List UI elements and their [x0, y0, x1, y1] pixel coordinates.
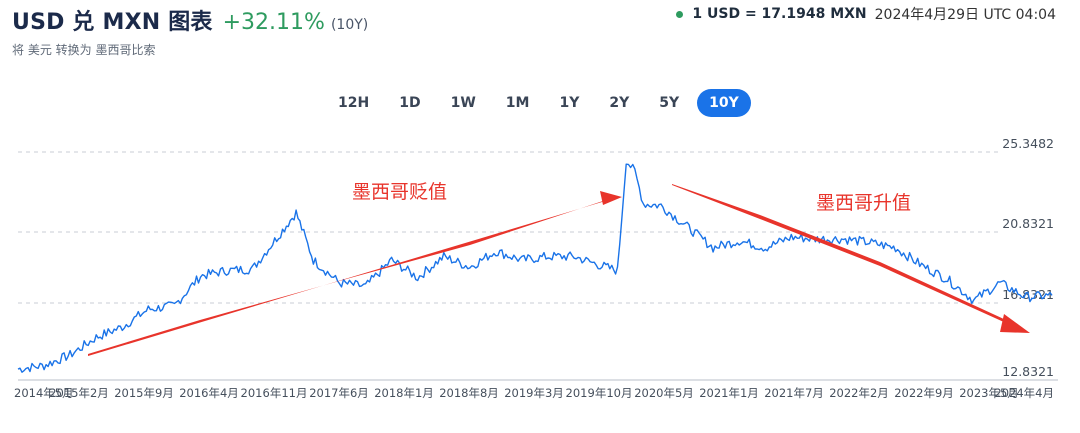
x-tick-label: 2014年5月 [14, 386, 74, 400]
x-tick-label: 2023年5月 [959, 386, 1019, 400]
x-tick-label: 2016年11月 [241, 386, 308, 400]
period-label: (10Y) [330, 17, 369, 33]
live-status-icon [676, 10, 684, 18]
y-tick-label: 12.8321 [1002, 364, 1054, 379]
x-tick-label: 2019年3月 [504, 386, 564, 400]
x-tick-label: 2021年1月 [699, 386, 759, 400]
rate-value: 1 USD = 17.1948 MXN [692, 6, 867, 22]
chart-title: USD 兑 MXN 图表 [12, 10, 213, 35]
period-button-1w[interactable]: 1W [450, 95, 476, 111]
period-button-1d[interactable]: 1D [399, 95, 421, 111]
series-line [17, 163, 1053, 373]
devaluation-arrow-head [600, 191, 622, 205]
x-tick-label: 2022年9月 [894, 386, 954, 400]
x-tick-label: 2021年7月 [764, 386, 824, 400]
period-selector: 12H 1D 1W 1M 1Y 2Y 5Y 10Y [326, 89, 757, 117]
x-tick-label: 2015年9月 [114, 386, 174, 400]
x-tick-label: 2022年2月 [829, 386, 889, 400]
percent-change: +32.11% [222, 10, 325, 35]
period-button-1y[interactable]: 1Y [559, 95, 580, 111]
x-tick-label: 2019年10月 [566, 386, 633, 400]
period-button-10y[interactable]: 10Y [697, 89, 751, 117]
x-tick-label: 2018年1月 [374, 386, 434, 400]
x-tick-label: 2018年8月 [439, 386, 499, 400]
y-tick-label: 20.8321 [1002, 216, 1054, 231]
subtitle: 将 美元 转换为 墨西哥比索 [12, 43, 156, 57]
appreciation-arrow-head [1000, 314, 1030, 333]
y-tick-label: 25.3482 [1002, 136, 1054, 151]
period-button-2y[interactable]: 2Y [609, 95, 630, 111]
x-tick-label: 2020年5月 [634, 386, 694, 400]
period-button-12h[interactable]: 12H [338, 95, 370, 111]
x-tick-label: 2015年2月 [49, 386, 109, 400]
rate-timestamp: 2024年4月29日 UTC 04:04 [874, 7, 1056, 23]
annotation-devaluation: 墨西哥贬值 [352, 181, 447, 203]
annotation-appreciation: 墨西哥升值 [816, 192, 911, 214]
chart-header: USD 兑 MXN 图表 +32.11% (10Y) [12, 4, 368, 36]
x-tick-label: 2017年6月 [309, 386, 369, 400]
devaluation-arrow [88, 198, 612, 356]
x-tick-label: 2016年4月 [179, 386, 239, 400]
x-tick-label: 2024年4月 [994, 386, 1054, 400]
period-button-1m[interactable]: 1M [505, 95, 530, 111]
appreciation-arrow [672, 184, 1006, 323]
current-rate: 1 USD = 17.1948 MXN 2024年4月29日 UTC 04:04 [676, 4, 1056, 24]
period-button-5y[interactable]: 5Y [659, 95, 680, 111]
